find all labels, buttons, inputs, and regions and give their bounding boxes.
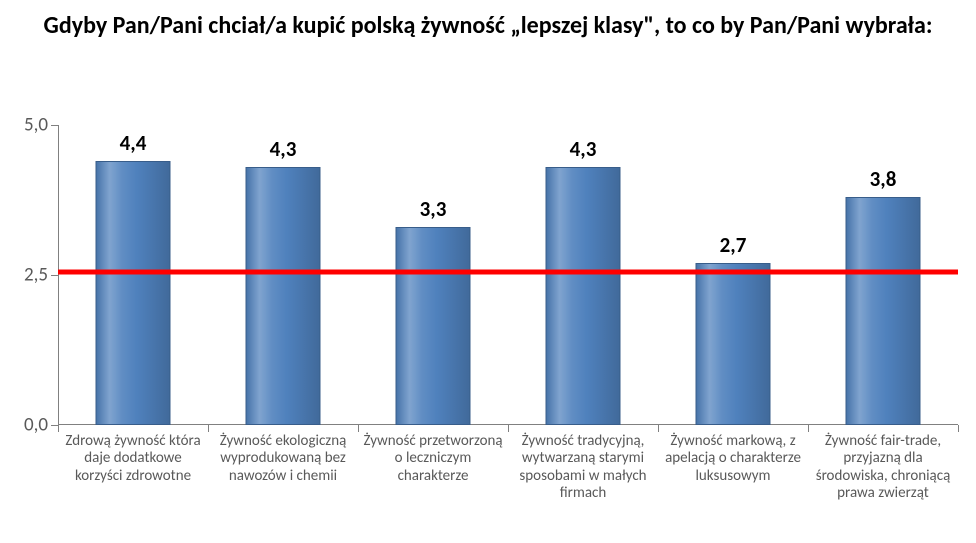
chart-title: Gdyby Pan/Pani chciał/a kupić polską żyw…: [0, 12, 976, 40]
y-tick-mark: [51, 125, 58, 126]
bar-slot: 4,3Żywność tradycyjną, wytwarzaną starym…: [508, 125, 658, 425]
x-tick-mark: [658, 425, 659, 432]
x-category-label: Żywność ekologiczną wyprodukowaną bez na…: [208, 433, 358, 485]
bar-slot: 3,8Żywność fair-trade, przyjazną dla śro…: [808, 125, 958, 425]
y-tick-mark: [51, 275, 58, 276]
plot-area: 0,02,55,04,4Zdrową żywność która daje do…: [58, 125, 958, 425]
bar-value-label: 3,3: [420, 196, 447, 222]
bar-slot: 2,7Żywność markową, z apelacją o charakt…: [658, 125, 808, 425]
x-category-label: Żywność przetworzoną o leczniczym charak…: [358, 433, 508, 485]
x-tick-mark: [358, 425, 359, 432]
x-category-label: Żywność tradycyjną, wytwarzaną starymi s…: [508, 433, 658, 502]
bar: 3,8: [846, 197, 921, 425]
y-tick-label: 5,0: [24, 114, 48, 137]
x-tick-mark: [958, 425, 959, 432]
bar: 4,4: [96, 161, 171, 425]
bar-slot: 3,3Żywność przetworzoną o leczniczym cha…: [358, 125, 508, 425]
bar: 2,7: [696, 263, 771, 425]
x-tick-mark: [808, 425, 809, 432]
bar-value-label: 4,3: [570, 136, 597, 162]
bar: 3,3: [396, 227, 471, 425]
bar-slot: 4,3Żywność ekologiczną wyprodukowaną bez…: [208, 125, 358, 425]
bar-slot: 4,4Zdrową żywność która daje dodatkowe k…: [58, 125, 208, 425]
x-category-label: Żywność fair-trade, przyjazną dla środow…: [808, 433, 958, 502]
bar-value-label: 3,8: [870, 166, 897, 192]
x-tick-mark: [208, 425, 209, 432]
x-tick-mark: [58, 425, 59, 432]
x-category-label: Żywność markową, z apelacją o charakterz…: [658, 433, 808, 485]
y-tick-mark: [51, 425, 58, 426]
bar: 4,3: [546, 167, 621, 425]
x-category-label: Zdrową żywność która daje dodatkowe korz…: [58, 433, 208, 485]
bar-value-label: 2,7: [720, 232, 747, 258]
bar-value-label: 4,3: [270, 136, 297, 162]
bar-value-label: 4,4: [120, 130, 147, 156]
y-tick-label: 0,0: [24, 414, 48, 437]
bar: 4,3: [246, 167, 321, 425]
chart-root: Gdyby Pan/Pani chciał/a kupić polską żyw…: [0, 0, 976, 543]
y-tick-label: 2,5: [24, 264, 48, 287]
x-tick-mark: [508, 425, 509, 432]
